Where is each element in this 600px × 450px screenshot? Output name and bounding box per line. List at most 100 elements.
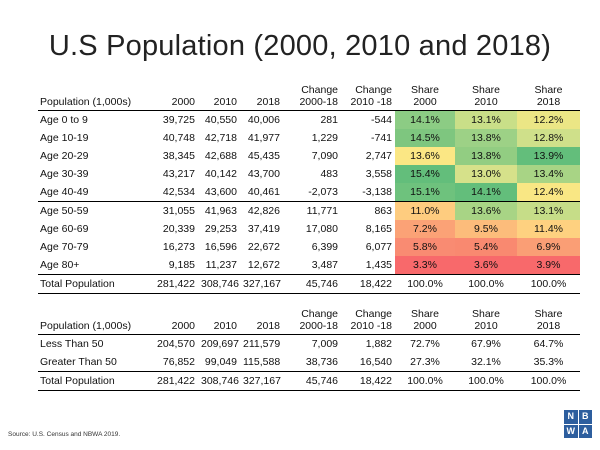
value-cell: 2,747	[365, 150, 392, 162]
value-cell: -544	[370, 114, 392, 126]
share-cell: 12.8%	[517, 129, 580, 147]
total-row: Total Population 281,422 308,746 327,167 45,…	[38, 371, 580, 391]
column-header: 2018	[240, 302, 283, 335]
value-cell: 327,167	[240, 371, 283, 391]
value-cell: 42,534	[162, 186, 195, 198]
column-header: 2018	[240, 78, 283, 111]
share-cell: 12.4%	[517, 183, 580, 202]
value-cell: 115,588	[243, 356, 281, 368]
column-header: Change 2000-18	[283, 302, 341, 335]
column-header: 2010	[198, 302, 240, 335]
share-cell: 35.3%	[533, 356, 564, 368]
value-cell: 41,963	[198, 201, 240, 220]
value-cell: 863	[341, 201, 395, 220]
value-cell: 99,049	[204, 356, 237, 368]
table-body: Less Than 50 204,570 209,697 211,579 7,009 1,…	[38, 335, 580, 391]
table-row: Age 10-19 40,748 42,718 41,977 1,229 -741 14.5…	[38, 129, 580, 147]
value-cell: 3,558	[365, 168, 392, 180]
value-cell: 39,725	[162, 114, 195, 126]
column-header: Share 2000	[395, 302, 455, 335]
table-row: Greater Than 50 76,852 99,049 115,588 38,736…	[38, 353, 580, 372]
share-cell: 64.7%	[533, 338, 564, 350]
share-cell: 72.7%	[410, 338, 440, 350]
column-header: 2010	[198, 78, 240, 111]
source-note: Source: U.S. Census and NBWA 2019.	[8, 431, 121, 438]
value-cell: 45,435	[247, 150, 280, 162]
value-cell: 40,461	[247, 186, 280, 198]
share-cell: 7.2%	[395, 220, 455, 238]
value-cell: -2,073	[308, 186, 338, 198]
value-cell: 8,165	[365, 223, 392, 235]
share-cell: 27.3%	[410, 356, 440, 368]
value-cell: 1,435	[365, 259, 392, 271]
share-cell: 13.6%	[395, 147, 455, 165]
share-cell: 15.4%	[395, 165, 455, 183]
value-cell: 9,185	[168, 259, 195, 271]
table-row: Age 30-39 43,217 40,142 43,700 483 3,558 15.4%…	[38, 165, 580, 183]
value-cell: 1,229	[311, 132, 338, 144]
row-label: Less Than 50	[40, 338, 104, 350]
value-cell: 6,077	[365, 241, 392, 253]
column-header: Share 2010	[455, 302, 517, 335]
value-cell: 6,399	[311, 241, 338, 253]
share-cell: 100.0%	[455, 274, 517, 294]
value-cell: 16,273	[162, 241, 195, 253]
page-title: U.S Population (2000, 2010 and 2018)	[48, 30, 552, 62]
value-cell: 41,977	[247, 132, 280, 144]
value-cell: 42,688	[204, 150, 237, 162]
row-label: Age 40-49	[40, 186, 89, 198]
share-cell: 3.6%	[455, 256, 517, 275]
row-label: Age 60-69	[40, 223, 89, 235]
column-header: Share 2010	[455, 78, 517, 111]
row-label: Age 10-19	[40, 132, 89, 144]
table-row: Age 60-69 20,339 29,253 37,419 17,080 8,165 7.…	[38, 220, 580, 238]
value-cell: 40,006	[247, 114, 280, 126]
value-cell: 16,540	[359, 356, 392, 368]
value-cell: 1,882	[365, 338, 392, 350]
column-header: Population (1,000s)	[38, 78, 148, 111]
table-row: Age 70-79 16,273 16,596 22,672 6,399 6,077 5.8…	[38, 238, 580, 256]
value-cell: 16,596	[204, 241, 237, 253]
value-cell: 12,672	[247, 259, 280, 271]
table-row: Age 0 to 9 39,725 40,550 40,006 281 -544 14.1%…	[38, 110, 580, 129]
row-label: Age 50-59	[38, 201, 148, 220]
share-cell: 11.4%	[517, 220, 580, 238]
value-cell: 483	[320, 168, 338, 180]
table-row: Age 40-49 42,534 43,600 40,461 -2,073 -3,138 1…	[38, 183, 580, 202]
value-cell: 7,009	[311, 338, 338, 350]
table-row: Age 80+ 9,185 11,237 12,672 3,487 1,435 3.3% 3.…	[38, 256, 580, 275]
value-cell: 281	[320, 114, 338, 126]
share-cell: 14.5%	[395, 129, 455, 147]
row-label: Total Population	[38, 371, 148, 391]
value-cell: 281,422	[148, 371, 198, 391]
row-label: Age 70-79	[40, 241, 89, 253]
value-cell: 43,600	[204, 186, 237, 198]
value-cell: 38,345	[162, 150, 195, 162]
share-cell: 12.2%	[517, 110, 580, 129]
column-header: Population (1,000s)	[38, 302, 148, 335]
age-population-table: Population (1,000s) 2000 2010 2018 Change 200…	[38, 78, 580, 294]
share-cell: 13.0%	[455, 165, 517, 183]
value-cell: 209,697	[201, 338, 239, 350]
value-cell: 43,700	[247, 168, 280, 180]
value-cell: 11,237	[205, 259, 237, 271]
value-cell: 38,736	[305, 356, 338, 368]
column-header: Share 2018	[517, 78, 580, 111]
value-cell: 42,826	[240, 201, 283, 220]
value-cell: 40,748	[162, 132, 195, 144]
share-cell: 14.1%	[455, 183, 517, 202]
column-header: 2000	[148, 78, 198, 111]
row-label: Greater Than 50	[40, 356, 117, 368]
table-header-row: Population (1,000s) 2000 2010 2018 Change 200…	[38, 302, 580, 335]
row-label: Total Population	[38, 274, 148, 294]
share-cell: 100.0%	[517, 371, 580, 391]
share-cell: 6.9%	[517, 238, 580, 256]
share-cell: 67.9%	[471, 338, 501, 350]
share-cell: 13.1%	[517, 201, 580, 220]
logo-letter: A	[578, 424, 592, 438]
value-cell: -741	[370, 132, 392, 144]
column-header: Change 2010 -18	[341, 78, 395, 111]
share-cell: 3.3%	[395, 256, 455, 275]
column-header: Change 2010 -18	[341, 302, 395, 335]
value-cell: 204,570	[157, 338, 195, 350]
